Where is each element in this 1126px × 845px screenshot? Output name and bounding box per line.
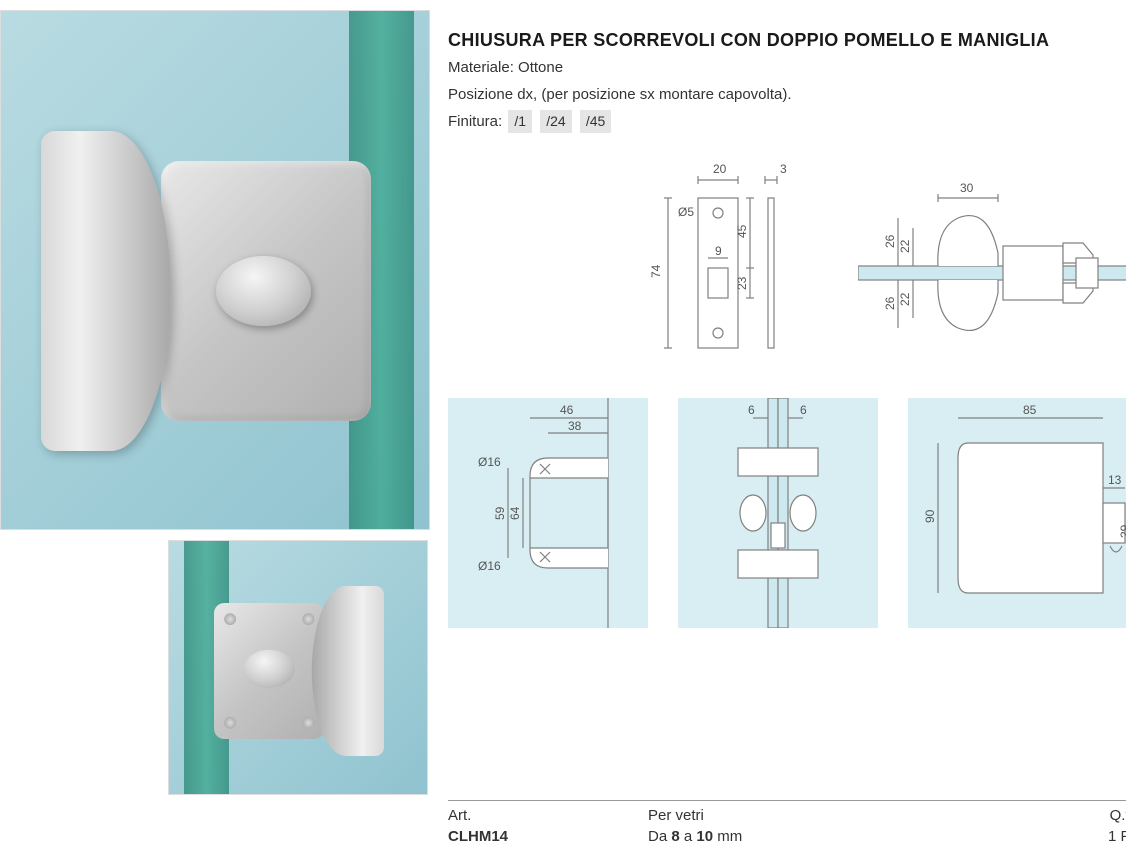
material-value: Ottone: [518, 59, 563, 76]
dim-handle-width: 30: [960, 181, 974, 195]
diagram-handle-side: 30 26 22 26 22: [858, 158, 1126, 388]
product-photo-column: [0, 0, 430, 845]
td-art: CLHM14: [448, 828, 648, 845]
dim-handle-lo-inner: 22: [898, 292, 912, 306]
dim-cutout-hole-bot: Ø16: [478, 559, 501, 573]
technical-diagrams: 20 3 Ø5 9 74 45 23: [448, 158, 1126, 781]
dim-strike-thickness: 3: [780, 162, 787, 176]
dim-body-width: 85: [1023, 403, 1037, 417]
finish-label: Finitura:: [448, 113, 502, 130]
th-qty: Q.tà: [1058, 807, 1126, 824]
position-note: Posizione dx, (per posizione sx montare …: [448, 84, 1126, 107]
dim-cutout-height: 59: [493, 506, 507, 520]
product-title: CHIUSURA PER SCORREVOLI CON DOPPIO POMEL…: [448, 30, 1126, 51]
product-table: Art. Per vetri Q.tà CLHM14 Da 8 a 10 mm …: [448, 800, 1126, 845]
product-photo-secondary: [168, 540, 428, 795]
dim-cutout-inner: 38: [568, 419, 582, 433]
finish-option-45: /45: [580, 110, 611, 133]
vetri-suffix: mm: [713, 828, 742, 845]
diagram-cutout: 46 38 Ø16 Ø16 59 64: [448, 398, 648, 628]
vetri-max: 10: [696, 828, 713, 845]
dim-handle-up-outer: 26: [883, 234, 897, 248]
diagram-strike-plate: 20 3 Ø5 9 74 45 23: [638, 158, 818, 388]
material-label: Materiale:: [448, 59, 514, 76]
vetri-prefix: Da: [648, 828, 671, 845]
dim-front-gap-l: 6: [748, 403, 755, 417]
product-photo-main: [0, 10, 430, 530]
dim-cutout-hole-top: Ø16: [478, 455, 501, 469]
vetri-min: 8: [671, 828, 679, 845]
dim-strike-slot: 9: [715, 244, 722, 258]
th-vetri: Per vetri: [648, 807, 1058, 824]
diagram-front: 6 6: [678, 398, 878, 628]
dim-handle-up-inner: 22: [898, 239, 912, 253]
dim-body-height: 90: [923, 509, 937, 523]
td-vetri: Da 8 a 10 mm: [648, 828, 1058, 845]
dim-handle-lo-outer: 26: [883, 296, 897, 310]
dim-strike-height: 74: [649, 264, 663, 278]
diagram-body-side: 85 90 13 29: [908, 398, 1126, 628]
dim-body-latch: 13: [1108, 473, 1122, 487]
finish-option-1: /1: [508, 110, 532, 133]
dim-front-gap-r: 6: [800, 403, 807, 417]
dim-body-latch-h: 29: [1118, 524, 1126, 538]
dim-strike-hole: Ø5: [678, 205, 694, 219]
dim-strike-upper: 45: [735, 224, 749, 238]
finish-line: Finitura: /1 /24 /45: [448, 110, 1126, 134]
dim-strike-width: 20: [713, 162, 727, 176]
td-qty: 1 Pz: [1058, 828, 1126, 845]
material-line: Materiale: Ottone: [448, 57, 1126, 80]
dim-cutout-outer: 46: [560, 403, 574, 417]
finish-option-24: /24: [540, 110, 571, 133]
th-art: Art.: [448, 807, 648, 824]
dim-cutout-open: 64: [508, 506, 522, 520]
vetri-mid: a: [680, 828, 697, 845]
dim-strike-lower: 23: [735, 276, 749, 290]
